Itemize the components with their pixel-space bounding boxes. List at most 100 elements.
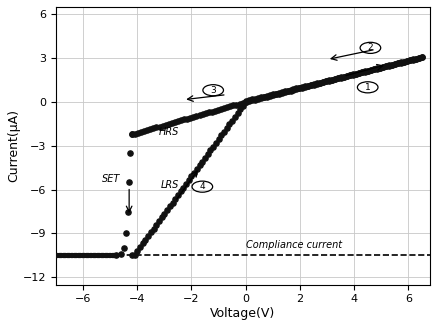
Point <box>353 71 360 76</box>
Point <box>362 69 369 74</box>
Point <box>103 253 110 258</box>
Point <box>83 253 90 258</box>
Text: 2: 2 <box>368 43 373 52</box>
Point <box>350 72 357 77</box>
Point <box>123 231 130 236</box>
Point <box>263 93 270 98</box>
Point <box>269 93 276 98</box>
Point <box>69 253 76 258</box>
Point <box>177 118 184 123</box>
Point <box>221 105 228 111</box>
Point <box>93 253 100 258</box>
Text: 4: 4 <box>200 182 205 191</box>
Point <box>71 253 78 258</box>
Point <box>296 85 303 90</box>
Point <box>344 74 351 79</box>
Point <box>418 55 425 60</box>
Point <box>237 107 244 112</box>
Point <box>166 204 173 209</box>
Point <box>406 58 413 63</box>
Point <box>165 121 172 127</box>
Point <box>236 101 243 106</box>
Point <box>350 72 357 77</box>
Point <box>159 123 166 128</box>
Point <box>221 129 228 134</box>
Point <box>193 113 200 119</box>
Point <box>82 253 89 258</box>
Point <box>120 245 127 250</box>
Point <box>329 77 336 83</box>
Point <box>58 253 65 258</box>
Point <box>359 70 366 75</box>
Point <box>413 56 420 61</box>
Point <box>356 71 363 76</box>
Point <box>382 63 389 69</box>
Point <box>76 253 83 258</box>
Point <box>191 170 198 175</box>
Point <box>180 185 187 190</box>
Point <box>199 159 206 164</box>
Point <box>281 89 288 94</box>
Point <box>317 80 324 85</box>
Point <box>385 63 392 68</box>
Point <box>248 98 255 103</box>
Point <box>332 77 339 82</box>
Point <box>347 73 354 78</box>
Point <box>305 83 312 88</box>
Point <box>108 253 115 258</box>
Point <box>239 100 246 105</box>
Point <box>163 207 170 213</box>
Point <box>281 90 288 95</box>
Point <box>212 140 219 146</box>
Point <box>311 81 318 87</box>
Point <box>97 253 104 258</box>
X-axis label: Voltage(V): Voltage(V) <box>210 307 276 320</box>
Point <box>266 93 273 98</box>
Point <box>141 128 148 133</box>
Point <box>368 67 375 73</box>
Point <box>234 111 241 116</box>
Point <box>188 174 195 179</box>
Point <box>177 189 184 194</box>
Point <box>403 59 410 64</box>
Point <box>305 83 312 89</box>
Point <box>80 253 87 258</box>
Point <box>185 178 192 183</box>
Text: SET: SET <box>102 174 121 184</box>
Point <box>320 79 327 84</box>
Point <box>231 114 238 119</box>
Point <box>359 70 366 75</box>
Point <box>326 78 333 83</box>
Point <box>260 94 267 99</box>
Point <box>156 218 163 224</box>
Point <box>329 77 336 82</box>
Point <box>248 97 255 102</box>
Point <box>272 92 279 97</box>
Point <box>245 98 252 104</box>
Point <box>153 125 160 130</box>
Point <box>275 90 282 95</box>
Point <box>416 55 423 60</box>
Text: LRS: LRS <box>160 180 179 190</box>
Point <box>398 60 405 65</box>
Point <box>230 103 237 108</box>
Point <box>416 55 423 60</box>
Point <box>90 253 97 258</box>
Point <box>388 62 395 67</box>
Point <box>338 75 345 80</box>
Point <box>284 88 291 93</box>
Point <box>266 93 273 98</box>
Point <box>194 166 201 172</box>
Point <box>323 79 330 84</box>
Point <box>308 82 315 87</box>
Point <box>52 253 59 258</box>
Point <box>278 90 285 95</box>
Point <box>127 150 134 156</box>
Point <box>356 70 363 76</box>
Point <box>409 57 416 62</box>
Point <box>251 97 258 102</box>
Point <box>223 125 230 130</box>
Point <box>210 144 217 149</box>
Point <box>218 133 225 138</box>
Point <box>212 108 218 113</box>
